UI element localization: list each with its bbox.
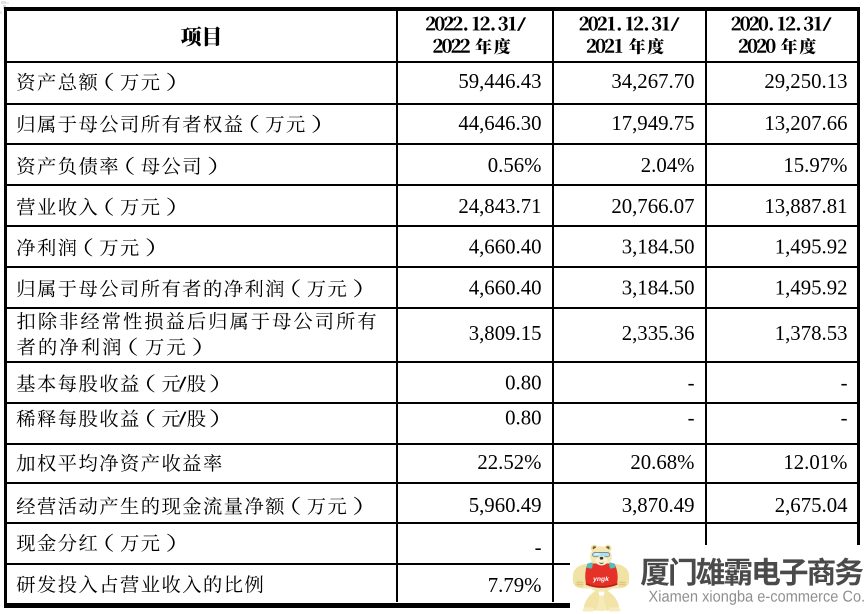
svg-text:7.79%: 7.79% [488, 574, 542, 597]
svg-text:2,675.04: 2,675.04 [775, 494, 848, 517]
svg-text:0.80: 0.80 [505, 372, 541, 395]
svg-text:4,660.40: 4,660.40 [469, 236, 542, 259]
svg-text:24,843.71: 24,843.71 [458, 195, 541, 218]
svg-text:-: - [841, 372, 848, 395]
svg-text:44,646.30: 44,646.30 [458, 112, 541, 135]
svg-text:22.52%: 22.52% [477, 451, 541, 474]
svg-text:2.04%: 2.04% [641, 154, 695, 177]
svg-text:3,809.15: 3,809.15 [469, 322, 542, 345]
svg-text:5,960.49: 5,960.49 [469, 494, 542, 517]
svg-text:-: - [535, 536, 542, 559]
svg-text:-: - [688, 407, 695, 430]
svg-text:34,267.70: 34,267.70 [611, 70, 694, 93]
svg-text:13,887.81: 13,887.81 [764, 195, 847, 218]
svg-text:yngk: yngk [592, 576, 610, 583]
svg-text:2,335.36: 2,335.36 [622, 322, 695, 345]
svg-text:1,378.53: 1,378.53 [775, 322, 848, 345]
svg-text:4,660.40: 4,660.40 [469, 277, 542, 300]
svg-text:12.01%: 12.01% [783, 451, 847, 474]
svg-text:17,949.75: 17,949.75 [611, 112, 694, 135]
svg-text:1,495.92: 1,495.92 [775, 277, 848, 300]
svg-text:13,207.66: 13,207.66 [764, 112, 847, 135]
svg-text:15.97%: 15.97% [783, 154, 847, 177]
svg-text:29,250.13: 29,250.13 [764, 70, 847, 93]
svg-text:-: - [841, 407, 848, 430]
svg-text:20.68%: 20.68% [630, 451, 694, 474]
svg-text:1,495.92: 1,495.92 [775, 236, 848, 259]
svg-text:3,184.50: 3,184.50 [622, 277, 695, 300]
svg-text:3,870.49: 3,870.49 [622, 494, 695, 517]
svg-text:3,184.50: 3,184.50 [622, 236, 695, 259]
svg-text:-: - [688, 372, 695, 395]
svg-text:0.80: 0.80 [505, 407, 541, 430]
svg-text:0.56%: 0.56% [488, 154, 542, 177]
svg-text:59,446.43: 59,446.43 [458, 70, 541, 93]
svg-text:20,766.07: 20,766.07 [611, 195, 694, 218]
